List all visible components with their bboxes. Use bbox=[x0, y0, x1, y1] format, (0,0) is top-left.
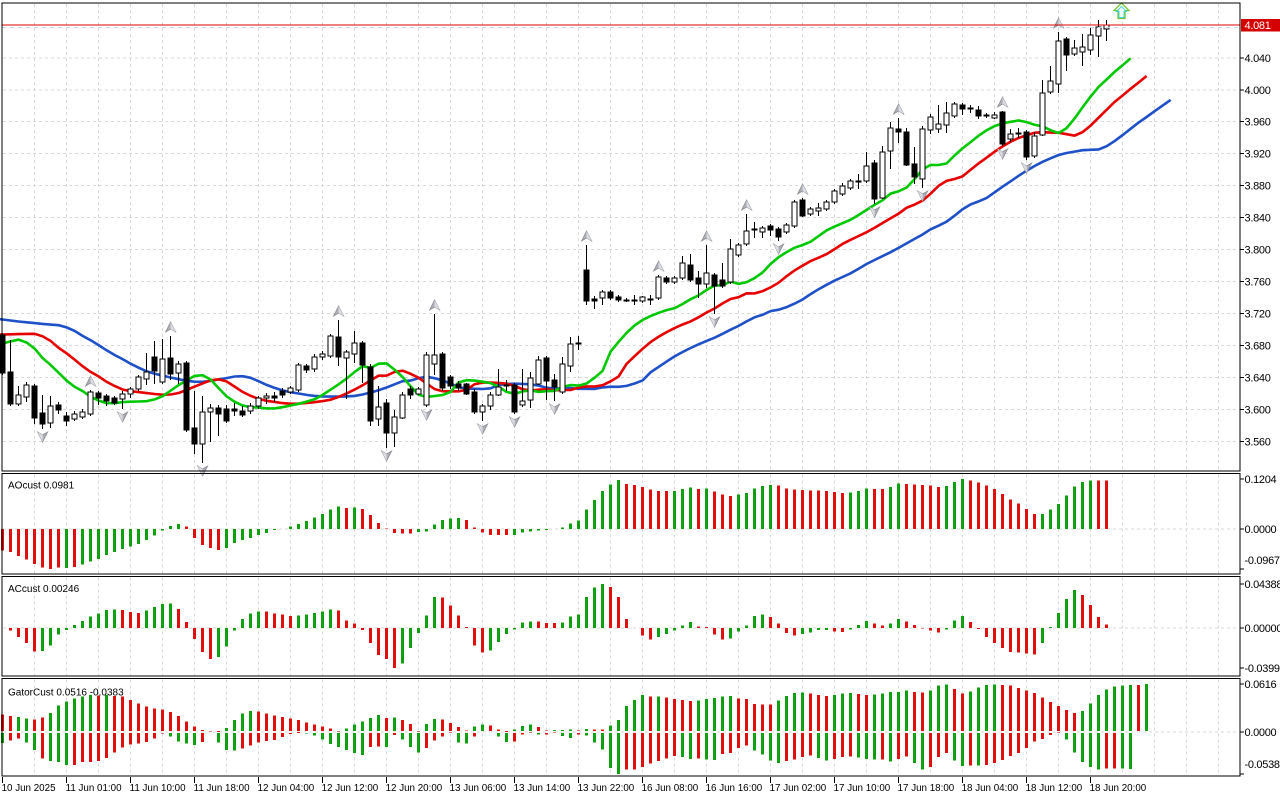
svg-text:3.920: 3.920 bbox=[1245, 149, 1271, 161]
svg-text:11 Jun 18:00: 11 Jun 18:00 bbox=[194, 783, 250, 794]
svg-text:17 Jun 18:00: 17 Jun 18:00 bbox=[898, 783, 955, 794]
svg-text:3.600: 3.600 bbox=[1245, 405, 1271, 417]
svg-text:0.0616: 0.0616 bbox=[1245, 679, 1277, 691]
svg-text:-0.03997: -0.03997 bbox=[1245, 663, 1280, 675]
svg-text:-0.0538: -0.0538 bbox=[1245, 759, 1280, 771]
svg-text:0.04388: 0.04388 bbox=[1245, 579, 1280, 591]
svg-text:0.0000: 0.0000 bbox=[1245, 727, 1277, 739]
svg-text:3.880: 3.880 bbox=[1245, 181, 1271, 193]
svg-text:18 Jun 12:00: 18 Jun 12:00 bbox=[1026, 783, 1083, 794]
svg-text:0.1204: 0.1204 bbox=[1245, 474, 1277, 486]
svg-text:13 Jun 14:00: 13 Jun 14:00 bbox=[514, 783, 571, 794]
svg-text:16 Jun 16:00: 16 Jun 16:00 bbox=[706, 783, 763, 794]
svg-text:17 Jun 02:00: 17 Jun 02:00 bbox=[770, 783, 827, 794]
svg-text:3.560: 3.560 bbox=[1245, 437, 1271, 449]
svg-text:11 Jun 10:00: 11 Jun 10:00 bbox=[130, 783, 186, 794]
svg-text:4.000: 4.000 bbox=[1245, 85, 1271, 97]
svg-text:4.081: 4.081 bbox=[1245, 20, 1271, 32]
svg-text:4.040: 4.040 bbox=[1245, 53, 1271, 65]
svg-text:-0.0967: -0.0967 bbox=[1245, 555, 1280, 567]
svg-text:ACcust 0.00246: ACcust 0.00246 bbox=[8, 584, 80, 595]
svg-text:17 Jun 10:00: 17 Jun 10:00 bbox=[834, 783, 891, 794]
svg-text:3.760: 3.760 bbox=[1245, 277, 1271, 289]
svg-text:13 Jun 06:00: 13 Jun 06:00 bbox=[450, 783, 507, 794]
svg-text:3.800: 3.800 bbox=[1245, 245, 1271, 257]
svg-text:3.720: 3.720 bbox=[1245, 309, 1271, 321]
svg-text:3.680: 3.680 bbox=[1245, 341, 1271, 353]
svg-text:18 Jun 04:00: 18 Jun 04:00 bbox=[962, 783, 1019, 794]
svg-text:13 Jun 22:00: 13 Jun 22:00 bbox=[578, 783, 635, 794]
svg-text:3.960: 3.960 bbox=[1245, 117, 1271, 129]
svg-text:12 Jun 04:00: 12 Jun 04:00 bbox=[258, 783, 315, 794]
svg-text:12 Jun 12:00: 12 Jun 12:00 bbox=[322, 783, 379, 794]
svg-text:16 Jun 08:00: 16 Jun 08:00 bbox=[642, 783, 699, 794]
svg-text:12 Jun 20:00: 12 Jun 20:00 bbox=[386, 783, 443, 794]
svg-text:18 Jun 20:00: 18 Jun 20:00 bbox=[1090, 783, 1147, 794]
svg-text:0.00000: 0.00000 bbox=[1245, 623, 1280, 635]
svg-text:11 Jun 01:00: 11 Jun 01:00 bbox=[66, 783, 122, 794]
svg-text:AOcust 0.0981: AOcust 0.0981 bbox=[8, 481, 75, 492]
svg-text:GatorCust 0.0516 -0.0383: GatorCust 0.0516 -0.0383 bbox=[8, 688, 124, 699]
svg-text:10 Jun 2025: 10 Jun 2025 bbox=[2, 783, 56, 794]
svg-text:3.640: 3.640 bbox=[1245, 373, 1271, 385]
svg-text:3.840: 3.840 bbox=[1245, 213, 1271, 225]
svg-text:0.0000: 0.0000 bbox=[1245, 524, 1277, 536]
